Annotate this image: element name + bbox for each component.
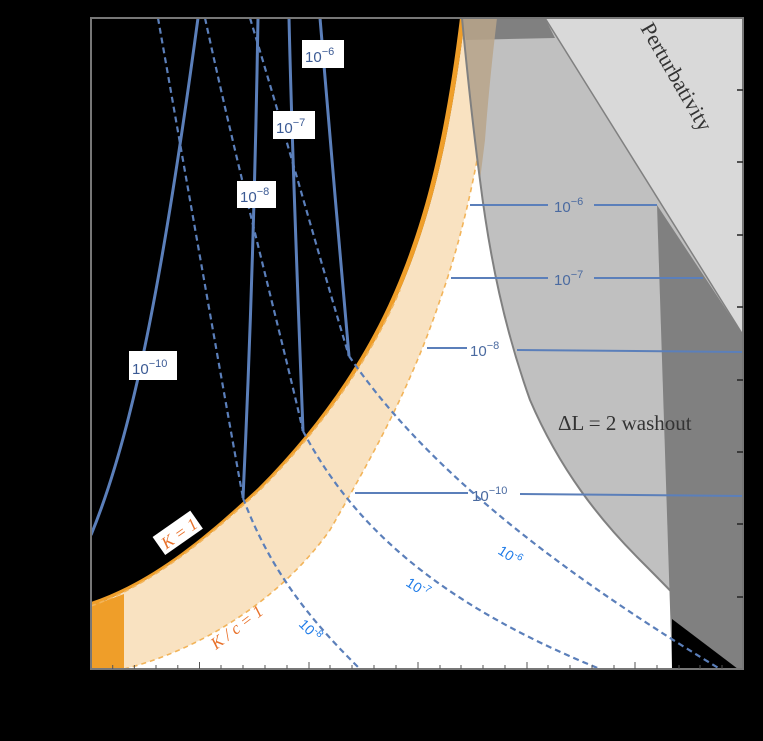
label-horizontal-m7: 10−7 xyxy=(554,269,583,289)
k-over-c-boundary xyxy=(123,18,498,669)
label-solid-m8: 10−8 xyxy=(237,181,276,208)
excluded-corner xyxy=(672,619,738,669)
label-solid-m6: 10−6 xyxy=(302,40,344,68)
svg-text:10−10: 10−10 xyxy=(132,358,167,378)
washout-boundary xyxy=(461,18,741,669)
label-solid-m7: 10−7 xyxy=(273,111,315,139)
svg-text:10−6: 10−6 xyxy=(305,46,334,66)
svg-text:10−8: 10−8 xyxy=(240,186,269,206)
k-boundary xyxy=(91,289,401,607)
svg-text:10−7: 10−7 xyxy=(276,117,305,137)
label-solid-m10: 10−10 xyxy=(129,351,177,380)
solid-contour-m8 xyxy=(241,18,260,499)
label-horizontal-m8: 10−8 xyxy=(470,340,499,360)
plot-frame xyxy=(90,17,744,670)
horizontal-contours xyxy=(355,204,743,497)
orange-corner-block xyxy=(91,594,124,669)
dashed-contour-m7-lower xyxy=(302,430,601,669)
solid-contour-m7 xyxy=(287,18,305,432)
perturbativity-boundary xyxy=(544,18,743,336)
dashed-contour-m6-upper xyxy=(248,18,351,357)
dashed-contour-m8-left xyxy=(156,18,245,499)
washout-dark-strip xyxy=(657,205,743,669)
solid-contour-m10 xyxy=(91,18,200,536)
label-horizontal-m6: 10−6 xyxy=(554,196,583,216)
orange-band xyxy=(91,18,497,669)
label-dashed-m7: 10-7 xyxy=(403,573,433,601)
y-axis-right-ticks xyxy=(737,89,743,598)
dashed-contours xyxy=(156,18,721,669)
dashed-contour-m8-right xyxy=(241,497,361,669)
dashed-contour-m7-upper xyxy=(203,18,305,432)
x-axis-ticks xyxy=(112,662,723,669)
overlap-region xyxy=(462,18,497,180)
label-washout: ΔL = 2 washout xyxy=(558,411,692,435)
dashed-contour-m6-lower xyxy=(348,355,721,669)
plot-area xyxy=(91,18,743,669)
label-horizontal-m10: 10−10 xyxy=(472,485,507,505)
